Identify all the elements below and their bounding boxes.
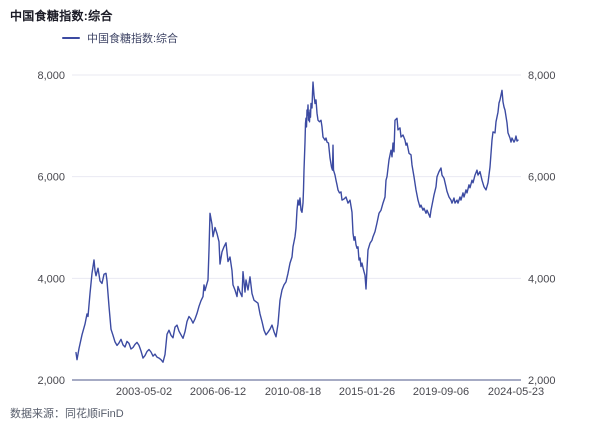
chart-title: 中国食糖指数:综合 bbox=[10, 9, 113, 23]
legend-label: 中国食糖指数:综合 bbox=[87, 33, 179, 45]
plot-area[interactable] bbox=[72, 65, 521, 380]
y-axis-tick-label-left: 6,000 bbox=[37, 172, 65, 184]
x-axis-tick-label: 2010-08-18 bbox=[265, 386, 321, 398]
data-source: 数据来源：同花顺iFinD bbox=[10, 408, 124, 420]
legend-item[interactable]: 中国食糖指数:综合 bbox=[62, 31, 178, 45]
y-axis-tick-label-right: 2,000 bbox=[528, 375, 556, 387]
x-axis-tick-label: 2015-01-26 bbox=[339, 386, 395, 398]
y-axis-tick-label-right: 4,000 bbox=[528, 273, 556, 285]
y-axis-tick-label-left: 8,000 bbox=[37, 70, 65, 82]
y-axis-tick-label-left: 2,000 bbox=[37, 375, 65, 387]
series-line bbox=[75, 81, 519, 363]
y-axis-tick-label-right: 6,000 bbox=[528, 172, 556, 184]
x-axis-tick-label: 2019-09-06 bbox=[413, 386, 469, 398]
x-axis-tick-label: 2024-05-23 bbox=[488, 386, 544, 398]
x-axis-tick-label: 2006-06-12 bbox=[190, 386, 246, 398]
y-axis-tick-label-left: 4,000 bbox=[37, 273, 65, 285]
y-axis-tick-label-right: 8,000 bbox=[528, 70, 556, 82]
x-axis-tick-label: 2003-05-02 bbox=[116, 386, 172, 398]
legend-line-swatch bbox=[62, 37, 80, 39]
